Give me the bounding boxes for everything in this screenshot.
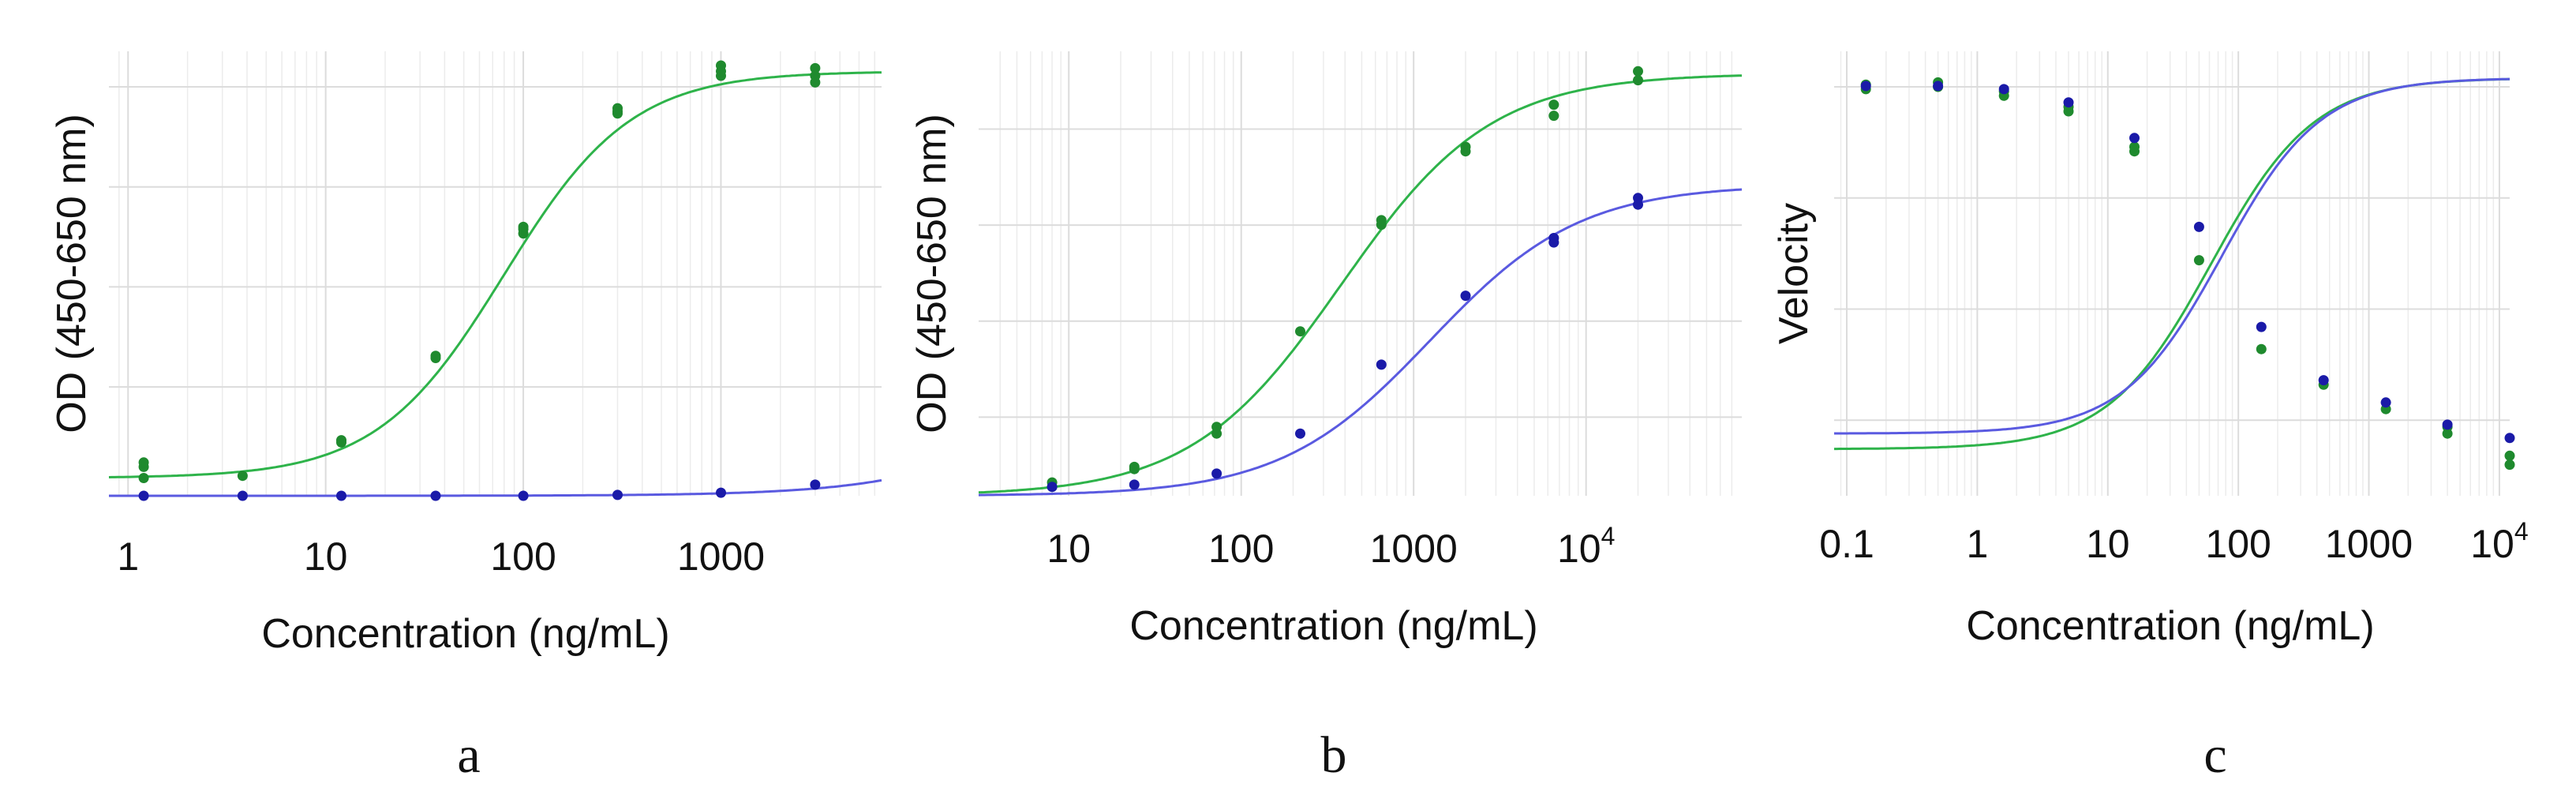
data-point-blue: [612, 489, 623, 501]
data-point-blue: [2442, 419, 2453, 430]
data-point-blue: [2129, 133, 2140, 144]
data-point-green: [430, 351, 441, 362]
x-tick-label: 104: [2470, 517, 2528, 566]
y-axis-label: OD (450-650 nm): [49, 114, 95, 433]
data-point-blue: [1460, 291, 1471, 302]
data-point-blue: [2063, 97, 2074, 108]
x-tick-label: 100: [1208, 527, 1274, 571]
data-point-blue: [1548, 233, 1559, 243]
data-point-blue: [237, 490, 248, 501]
panel-label: b: [1321, 726, 1347, 784]
data-point-blue: [1998, 84, 2009, 95]
data-point-blue: [1211, 468, 1222, 479]
data-point-blue: [716, 487, 726, 498]
fit-curve-blue: [978, 188, 1743, 497]
data-point-green: [2193, 255, 2204, 266]
data-point-green: [2504, 459, 2515, 471]
data-point-green: [1460, 141, 1471, 152]
x-axis-label: Concentration (ng/mL): [261, 611, 669, 657]
data-point-green: [138, 457, 149, 468]
data-point-blue: [2380, 397, 2391, 408]
data-point-green: [1633, 66, 1643, 77]
data-point-blue: [138, 490, 149, 501]
data-point-green: [1548, 111, 1559, 122]
data-point-green: [2256, 343, 2267, 354]
fit-curve-blue: [109, 478, 882, 497]
x-tick-label: 10: [304, 534, 348, 579]
x-tick-label: 1: [1966, 522, 1988, 566]
chart-panel-b: 10 100 1000 104 Concentration (ng/mL) OD (450…: [909, 51, 1743, 784]
panel-label: c: [2203, 726, 2226, 784]
data-point-blue: [2504, 433, 2515, 444]
x-tick-label: 104: [1557, 522, 1615, 571]
x-tick-label: 1: [117, 534, 139, 579]
data-point-blue: [2256, 321, 2267, 332]
x-tick-label: 100: [2205, 522, 2271, 566]
data-point-blue: [1933, 81, 1944, 92]
data-point-blue: [1295, 428, 1305, 439]
data-point-blue: [518, 490, 529, 501]
data-point-blue: [430, 490, 441, 501]
data-point-green: [810, 62, 821, 73]
data-point-green: [1633, 75, 1643, 86]
data-point-green: [1295, 326, 1305, 337]
data-point-green: [1129, 461, 1140, 472]
x-tick-label: 1000: [2325, 522, 2413, 566]
x-tick-label: 1000: [1370, 527, 1458, 571]
data-point-blue: [1046, 482, 1058, 493]
data-point-green: [2129, 141, 2140, 152]
data-point-blue: [2318, 375, 2329, 386]
x-tick-exponent: 4: [2514, 517, 2529, 546]
x-tick-label: 10: [1046, 527, 1091, 571]
x-axis-label: Concentration (ng/mL): [1966, 603, 2374, 649]
data-point-green: [237, 471, 248, 482]
data-point-blue: [1633, 193, 1643, 204]
data-point-green: [138, 473, 149, 483]
data-point-blue: [1860, 81, 1871, 92]
x-tick-label: 1000: [677, 534, 765, 579]
data-point-blue: [1129, 479, 1140, 490]
data-point-blue: [336, 490, 346, 501]
data-point-green: [518, 221, 529, 232]
fit-curve-blue: [1834, 77, 2510, 435]
x-tick-exponent: 4: [1601, 522, 1616, 550]
panel-label: a: [457, 726, 480, 784]
fit-curve-green: [978, 74, 1743, 494]
data-point-blue: [2193, 221, 2204, 232]
data-point-green: [1211, 422, 1222, 433]
data-point-green: [336, 435, 346, 446]
data-point-blue: [1376, 359, 1387, 370]
data-point-green: [1376, 215, 1387, 226]
fit-curve-green: [108, 71, 882, 478]
data-point-green: [1548, 99, 1559, 111]
data-point-blue: [810, 479, 821, 490]
x-tick-label: 100: [490, 534, 556, 579]
data-point-green: [612, 103, 623, 114]
chart-panel-c: 0.1 1 10 100 1000 104 Concentration (ng/mL) Vel…: [1771, 51, 2529, 784]
data-point-green: [810, 70, 821, 81]
x-axis-label: Concentration (ng/mL): [1129, 603, 1537, 649]
x-tick-label: 10: [2086, 522, 2130, 566]
data-point-green: [2504, 450, 2515, 461]
x-tick-label: 0.1: [1819, 522, 1874, 566]
data-point-green: [716, 60, 726, 71]
y-axis-label: OD (450-650 nm): [909, 114, 955, 433]
y-axis-label: Velocity: [1771, 203, 1817, 344]
